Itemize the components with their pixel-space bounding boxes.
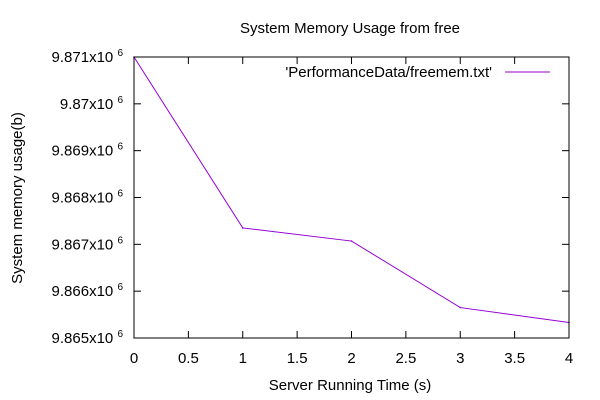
plot-border xyxy=(133,56,570,339)
y-tick-label: 9.868x10 6 xyxy=(52,189,124,207)
x-tick-label: 2 xyxy=(347,350,355,367)
data-point xyxy=(241,227,244,229)
data-point xyxy=(459,306,462,309)
x-tick-label: 2.5 xyxy=(395,350,416,367)
legend: 'PerformanceData/freemem.txt' xyxy=(285,64,550,81)
y-tick-label: 9.87x10 6 xyxy=(60,95,124,113)
x-tick-label: 1.5 xyxy=(287,350,308,367)
tick-labels: 0 0.5 1 1.5 2 2.5 3 3.5 4 9.865x10 6 9.866x10 6 9.8… xyxy=(52,48,574,367)
y-axis-label: System memory usage(b) xyxy=(9,112,26,284)
legend-label: 'PerformanceData/freemem.txt' xyxy=(285,64,492,81)
x-tick-label: 3.5 xyxy=(504,350,525,367)
y-tick-label: 9.866x10 6 xyxy=(52,282,124,300)
x-tick-label: 0.5 xyxy=(178,350,199,367)
x-tick-label: 4 xyxy=(565,350,573,367)
x-tick-label: 0 xyxy=(130,350,138,367)
chart-title: System Memory Usage from free xyxy=(240,20,460,37)
x-axis-label: Server Running Time (s) xyxy=(269,377,432,394)
y-tick-label: 9.865x10 6 xyxy=(52,329,124,347)
y-tick-label: 9.871x10 6 xyxy=(52,48,124,66)
x-tick-label: 3 xyxy=(456,350,464,367)
y-tick-label: 9.869x10 6 xyxy=(52,142,124,160)
y-tick-label: 9.867x10 6 xyxy=(52,235,124,253)
x-tick-label: 1 xyxy=(239,350,247,367)
data-point xyxy=(350,240,353,242)
